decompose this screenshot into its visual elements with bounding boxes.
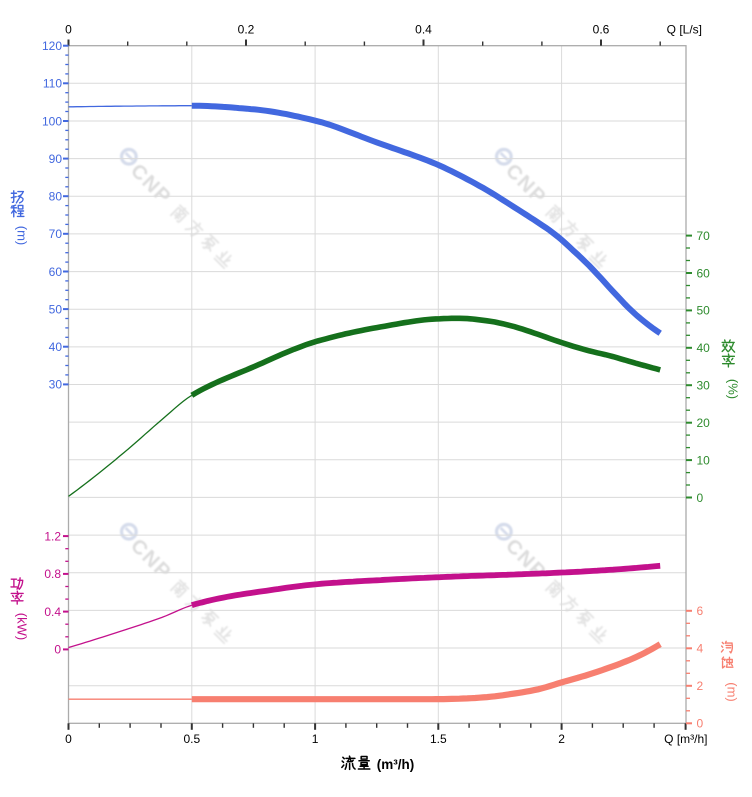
svg-text:1.5: 1.5	[430, 732, 447, 746]
svg-text:6: 6	[697, 604, 704, 618]
svg-text:30: 30	[697, 379, 711, 393]
svg-text:0.5: 0.5	[183, 732, 200, 746]
svg-text:2: 2	[697, 679, 704, 693]
svg-text:(m): (m)	[725, 682, 740, 702]
svg-text:(m): (m)	[15, 226, 30, 246]
svg-text:(%): (%)	[726, 379, 741, 399]
svg-text:120: 120	[42, 39, 62, 53]
svg-text:0: 0	[697, 717, 704, 731]
svg-text:2: 2	[558, 732, 565, 746]
svg-text:Q [L/s]: Q [L/s]	[667, 23, 702, 37]
svg-text:90: 90	[49, 152, 63, 166]
svg-text:40: 40	[49, 340, 63, 354]
svg-text:0: 0	[65, 732, 72, 746]
svg-text:4: 4	[697, 642, 704, 656]
svg-text:60: 60	[697, 266, 711, 280]
svg-text:40: 40	[697, 341, 711, 355]
svg-text:20: 20	[697, 416, 711, 430]
svg-text:50: 50	[49, 302, 63, 316]
svg-text:Q [m³/h]: Q [m³/h]	[664, 732, 707, 746]
svg-text:0.4: 0.4	[44, 605, 61, 619]
svg-text:0.6: 0.6	[593, 23, 610, 37]
svg-text:1.2: 1.2	[44, 529, 61, 543]
svg-text:0.8: 0.8	[44, 567, 61, 581]
svg-text:30: 30	[49, 378, 63, 392]
svg-text:(m³/h): (m³/h)	[377, 757, 415, 772]
svg-text:10: 10	[697, 453, 711, 467]
svg-text:0.2: 0.2	[238, 23, 255, 37]
svg-text:0.4: 0.4	[415, 23, 432, 37]
svg-text:0: 0	[54, 643, 61, 657]
svg-text:0: 0	[65, 23, 72, 37]
svg-text:70: 70	[697, 229, 711, 243]
svg-text:60: 60	[49, 265, 63, 279]
svg-text:80: 80	[49, 190, 63, 204]
svg-text:110: 110	[43, 77, 62, 91]
svg-text:50: 50	[697, 304, 711, 318]
svg-text:(kW): (kW)	[15, 613, 30, 640]
svg-text:100: 100	[42, 114, 62, 128]
svg-text:1: 1	[312, 732, 319, 746]
svg-text:70: 70	[49, 227, 63, 241]
svg-text:0: 0	[697, 491, 704, 505]
